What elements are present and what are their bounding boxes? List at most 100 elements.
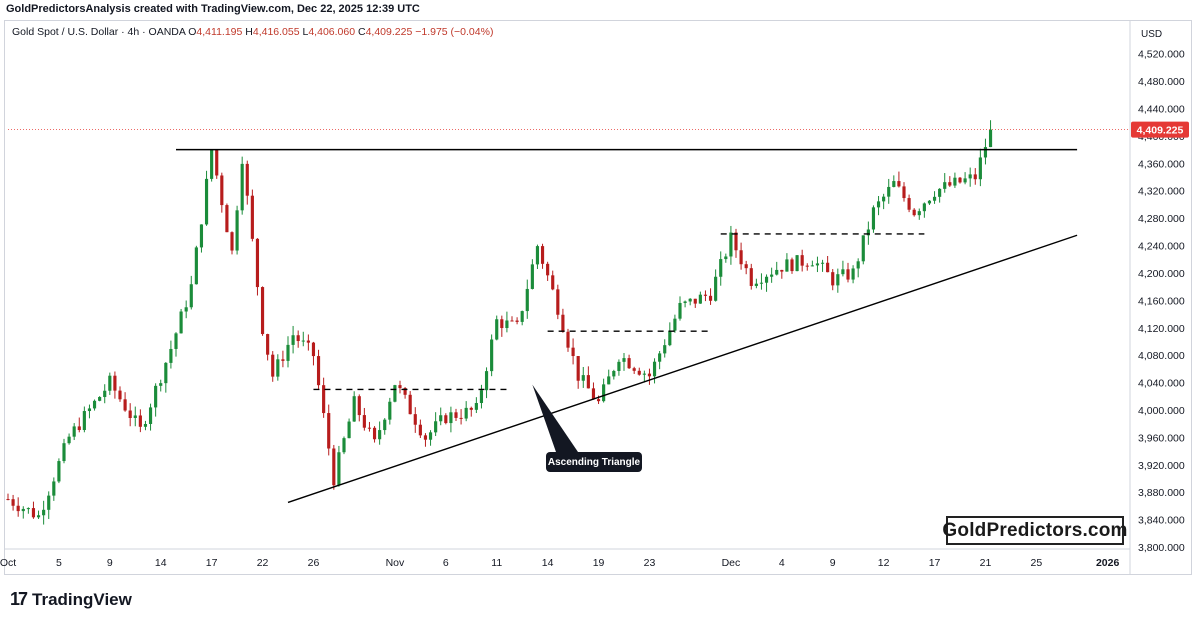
- candle-body: [31, 508, 36, 518]
- candle-body: [367, 427, 372, 429]
- chart-frame: [4, 20, 1192, 575]
- x-tick-label: 11: [491, 557, 502, 569]
- candle-body: [210, 149, 214, 179]
- candle-body: [963, 178, 967, 183]
- y-tick-label: 3,960.000: [1138, 432, 1185, 444]
- candle-body: [596, 399, 601, 402]
- x-tick-label: 26: [308, 557, 320, 569]
- candle-body: [62, 443, 66, 462]
- candle-body: [347, 421, 351, 439]
- close-label: C: [357, 26, 366, 38]
- candle-body: [505, 320, 509, 329]
- y-tick-label: 4,440.000: [1138, 104, 1185, 116]
- open-value: 4,411.195: [196, 26, 243, 38]
- x-tick-label: 19: [593, 557, 605, 569]
- candle-body: [164, 362, 168, 384]
- x-tick-label: 9: [830, 557, 836, 569]
- candle-body: [968, 174, 972, 179]
- candle-body: [398, 385, 402, 389]
- candle-body: [220, 175, 224, 206]
- annotation-pointer: [532, 384, 578, 452]
- candle-body: [693, 298, 697, 304]
- tradingview-logo[interactable]: 17 TradingView: [10, 589, 132, 610]
- tradingview-logo-text: TradingView: [32, 589, 132, 609]
- candle-body: [316, 356, 321, 386]
- symbol-title[interactable]: Gold Spot / U.S. Dollar · 4h · OANDA: [12, 26, 186, 38]
- candle-body: [591, 388, 596, 400]
- candle-body: [515, 320, 519, 322]
- candle-body: [790, 259, 794, 272]
- candle-body: [586, 375, 590, 389]
- candle-body: [357, 396, 361, 416]
- tradingview-logo-icon: 17: [10, 589, 28, 609]
- y-tick-label: 4,520.000: [1138, 49, 1185, 61]
- candle-body: [520, 311, 524, 322]
- candle-body: [474, 403, 478, 410]
- candle-body: [337, 452, 341, 486]
- candle-body: [831, 272, 835, 286]
- candle-body: [897, 181, 901, 187]
- candle-body: [143, 423, 148, 427]
- y-tick-label: 4,160.000: [1138, 295, 1185, 307]
- candle-body: [454, 412, 458, 418]
- candle-body: [530, 264, 534, 289]
- candle-body: [332, 448, 336, 486]
- candle-body: [26, 508, 30, 510]
- candle-body: [266, 334, 270, 355]
- y-tick-label: 4,080.000: [1138, 350, 1185, 362]
- candle-body: [734, 232, 738, 251]
- candle-body: [378, 430, 382, 440]
- candle-body: [47, 495, 51, 510]
- low-value: 4,406.060: [308, 26, 356, 38]
- candle-body: [342, 438, 346, 453]
- candle-body: [159, 383, 163, 386]
- candle-body: [642, 373, 646, 375]
- candle-body: [123, 399, 127, 411]
- candle-body: [245, 163, 249, 196]
- candle-body: [785, 259, 789, 272]
- candle-body: [622, 358, 626, 362]
- candle-body: [169, 348, 173, 363]
- y-tick-label: 4,120.000: [1138, 323, 1185, 335]
- candle-body: [932, 196, 937, 201]
- candle-body: [912, 209, 916, 216]
- candle-body: [805, 265, 809, 267]
- candle-body: [688, 298, 692, 302]
- candle-body: [464, 407, 468, 419]
- candle-body: [179, 311, 183, 334]
- change-value: −1.975 (−0.04%): [415, 26, 494, 38]
- candle-body: [800, 255, 804, 266]
- candle-body: [444, 415, 448, 424]
- candle-body: [927, 200, 932, 204]
- candle-body: [820, 262, 825, 264]
- candle-body: [851, 268, 855, 280]
- x-tick-label: 23: [644, 557, 656, 569]
- ascending-triangle-annotation[interactable]: Ascending Triangle: [546, 452, 642, 472]
- candle-body: [815, 263, 820, 266]
- candle-body: [647, 373, 652, 377]
- last-price-label: 4,409.225: [1137, 125, 1184, 137]
- x-tick-label: Dec: [722, 557, 741, 569]
- candle-body: [627, 358, 631, 369]
- candle-body: [459, 417, 463, 419]
- candle-body: [719, 259, 723, 277]
- candle-body: [148, 407, 153, 424]
- candle-body: [240, 163, 244, 211]
- y-tick-label: 4,280.000: [1138, 213, 1185, 225]
- candle-body: [291, 335, 295, 345]
- y-tick-label: 3,800.000: [1138, 542, 1185, 554]
- candle-body: [795, 255, 799, 272]
- candle-body: [581, 375, 585, 381]
- last-price-tag: [1131, 121, 1189, 138]
- candle-body: [128, 410, 132, 419]
- candle-body: [708, 295, 713, 301]
- x-tick-label: 17: [929, 557, 941, 569]
- candle-body: [260, 287, 265, 335]
- candle-body: [327, 413, 331, 449]
- candle-body: [540, 246, 545, 264]
- candle-body: [393, 385, 397, 402]
- candle-body: [484, 371, 489, 391]
- candle-body: [138, 415, 142, 427]
- candle-body: [698, 294, 702, 304]
